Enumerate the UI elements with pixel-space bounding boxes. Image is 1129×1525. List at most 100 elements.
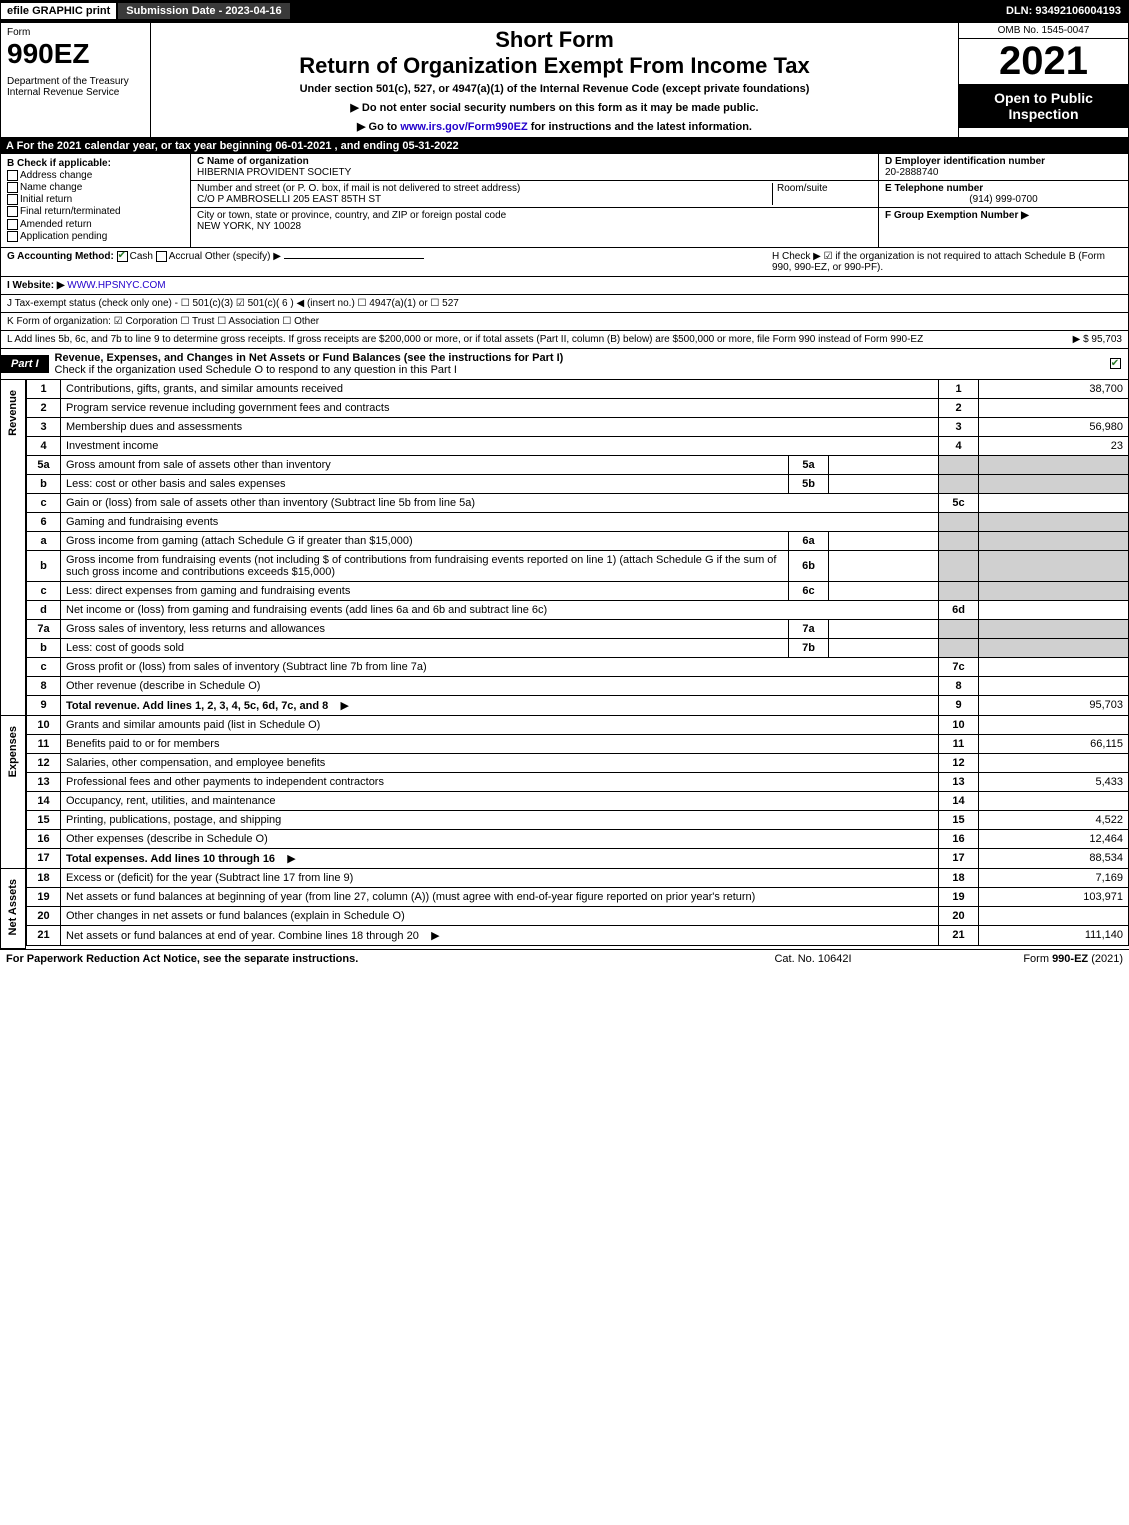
ein-val: 20-2888740	[885, 167, 938, 178]
cb-name-change[interactable]: Name change	[7, 182, 184, 193]
line-19: 19Net assets or fund balances at beginni…	[27, 887, 1129, 906]
cb-cash[interactable]	[117, 251, 128, 262]
line-3: 3Membership dues and assessments356,980	[27, 417, 1129, 436]
b-label: B Check if applicable:	[7, 158, 184, 169]
footer-right: Form 990-EZ (2021)	[923, 953, 1123, 965]
omb-number: OMB No. 1545-0047	[959, 23, 1128, 39]
group-exemption-cell: F Group Exemption Number ▶	[879, 208, 1128, 223]
dln-label: DLN: 93492106004193	[998, 3, 1129, 19]
website-link[interactable]: WWW.HPSNYC.COM	[67, 280, 165, 291]
line-17: 17Total expenses. Add lines 10 through 1…	[27, 848, 1129, 868]
addr-label: Number and street (or P. O. box, if mail…	[197, 183, 520, 194]
row-g: G Accounting Method: Cash Accrual Other …	[7, 251, 772, 273]
line-2: 2Program service revenue including gover…	[27, 398, 1129, 417]
cb-initial-return[interactable]: Initial return	[7, 194, 184, 205]
line-10: 10Grants and similar amounts paid (list …	[27, 716, 1129, 735]
row-i: I Website: ▶ WWW.HPSNYC.COM	[0, 277, 1129, 295]
cb-amended-return[interactable]: Amended return	[7, 219, 184, 230]
col-right: D Employer identification number 20-2888…	[878, 154, 1128, 247]
info-grid: B Check if applicable: Address change Na…	[0, 154, 1129, 248]
e-label: E Telephone number	[885, 183, 983, 194]
line-13: 13Professional fees and other payments t…	[27, 772, 1129, 791]
main-title: Return of Organization Exempt From Incom…	[159, 53, 950, 79]
form-number: 990EZ	[7, 38, 144, 70]
revenue-table: 1Contributions, gifts, grants, and simil…	[26, 380, 1129, 716]
line-5a: 5aGross amount from sale of assets other…	[27, 455, 1129, 474]
addr-val: C/O P AMBROSELLI 205 EAST 85TH ST	[197, 194, 381, 205]
open-public: Open to Public Inspection	[959, 84, 1128, 128]
line-18: 18Excess or (deficit) for the year (Subt…	[27, 869, 1129, 888]
line-9: 9Total revenue. Add lines 1, 2, 3, 4, 5c…	[27, 695, 1129, 715]
d-label: D Employer identification number	[885, 156, 1045, 167]
expenses-section: Expenses 10Grants and similar amounts pa…	[0, 716, 1129, 869]
l-amt: ▶ $ 95,703	[1073, 334, 1122, 345]
city-cell: City or town, state or province, country…	[191, 208, 878, 234]
row-g-h: G Accounting Method: Cash Accrual Other …	[0, 248, 1129, 277]
page-footer: For Paperwork Reduction Act Notice, see …	[0, 949, 1129, 968]
line-5b: bLess: cost or other basis and sales exp…	[27, 474, 1129, 493]
line-21: 21Net assets or fund balances at end of …	[27, 925, 1129, 945]
line-7a: 7aGross sales of inventory, less returns…	[27, 619, 1129, 638]
row-a: A For the 2021 calendar year, or tax yea…	[0, 138, 1129, 154]
expenses-label: Expenses	[0, 716, 26, 869]
form-word: Form	[7, 27, 144, 38]
irs-link[interactable]: www.irs.gov/Form990EZ	[400, 121, 527, 133]
line-8: 8Other revenue (describe in Schedule O)8	[27, 676, 1129, 695]
part1-tag: Part I	[1, 355, 49, 373]
short-form-title: Short Form	[159, 27, 950, 53]
c-label: C Name of organization	[197, 156, 309, 167]
line-16: 16Other expenses (describe in Schedule O…	[27, 829, 1129, 848]
row-l: L Add lines 5b, 6c, and 7b to line 9 to …	[0, 331, 1129, 349]
city-label: City or town, state or province, country…	[197, 210, 506, 221]
cb-accrual[interactable]	[156, 251, 167, 262]
netassets-section: Net Assets 18Excess or (deficit) for the…	[0, 869, 1129, 949]
line-4: 4Investment income423	[27, 436, 1129, 455]
phone-cell: E Telephone number (914) 999-0700	[879, 181, 1128, 208]
line-7b: bLess: cost of goods sold7b	[27, 638, 1129, 657]
part1-header: Part I Revenue, Expenses, and Changes in…	[0, 349, 1129, 380]
line-20: 20Other changes in net assets or fund ba…	[27, 906, 1129, 925]
f-label: F Group Exemption Number ▶	[885, 210, 1029, 221]
footer-left: For Paperwork Reduction Act Notice, see …	[6, 953, 703, 965]
l-text: L Add lines 5b, 6c, and 7b to line 9 to …	[7, 334, 1073, 345]
netassets-label: Net Assets	[0, 869, 26, 949]
cb-application-pending[interactable]: Application pending	[7, 231, 184, 242]
dept-label: Department of the Treasury Internal Reve…	[7, 76, 144, 98]
line-14: 14Occupancy, rent, utilities, and mainte…	[27, 791, 1129, 810]
ssn-note: ▶ Do not enter social security numbers o…	[159, 101, 950, 114]
line-7c: cGross profit or (loss) from sales of in…	[27, 657, 1129, 676]
part1-check[interactable]	[1104, 358, 1128, 370]
room-label: Room/suite	[772, 183, 872, 205]
note2-pre: ▶ Go to	[357, 121, 400, 133]
line-6a: aGross income from gaming (attach Schedu…	[27, 531, 1129, 550]
cb-final-return[interactable]: Final return/terminated	[7, 206, 184, 217]
line-5c: cGain or (loss) from sale of assets othe…	[27, 493, 1129, 512]
under-section: Under section 501(c), 527, or 4947(a)(1)…	[159, 83, 950, 95]
goto-note: ▶ Go to www.irs.gov/Form990EZ for instru…	[159, 120, 950, 133]
phone-val: (914) 999-0700	[885, 194, 1122, 205]
i-label: I Website: ▶	[7, 280, 65, 291]
revenue-label: Revenue	[0, 380, 26, 716]
header-mid: Short Form Return of Organization Exempt…	[151, 23, 958, 137]
g-label: G Accounting Method:	[7, 251, 114, 262]
part1-title: Revenue, Expenses, and Changes in Net As…	[49, 349, 1104, 379]
efile-label[interactable]: efile GRAPHIC print	[0, 2, 117, 20]
header-right: OMB No. 1545-0047 2021 Open to Public In…	[958, 23, 1128, 137]
line-6: 6Gaming and fundraising events	[27, 512, 1129, 531]
line-11: 11Benefits paid to or for members1166,11…	[27, 734, 1129, 753]
top-bar: efile GRAPHIC print Submission Date - 20…	[0, 0, 1129, 22]
netassets-table: 18Excess or (deficit) for the year (Subt…	[26, 869, 1129, 946]
revenue-section: Revenue 1Contributions, gifts, grants, a…	[0, 380, 1129, 716]
col-b: B Check if applicable: Address change Na…	[1, 154, 191, 247]
row-k: K Form of organization: ☑ Corporation ☐ …	[0, 313, 1129, 331]
line-6c: cLess: direct expenses from gaming and f…	[27, 581, 1129, 600]
cb-address-change[interactable]: Address change	[7, 170, 184, 181]
col-mid: C Name of organization HIBERNIA PROVIDEN…	[191, 154, 878, 247]
expenses-table: 10Grants and similar amounts paid (list …	[26, 716, 1129, 869]
ein-cell: D Employer identification number 20-2888…	[879, 154, 1128, 181]
addr-cell: Number and street (or P. O. box, if mail…	[191, 181, 878, 208]
form-header: Form 990EZ Department of the Treasury In…	[0, 22, 1129, 138]
line-15: 15Printing, publications, postage, and s…	[27, 810, 1129, 829]
header-left: Form 990EZ Department of the Treasury In…	[1, 23, 151, 137]
line-12: 12Salaries, other compensation, and empl…	[27, 753, 1129, 772]
